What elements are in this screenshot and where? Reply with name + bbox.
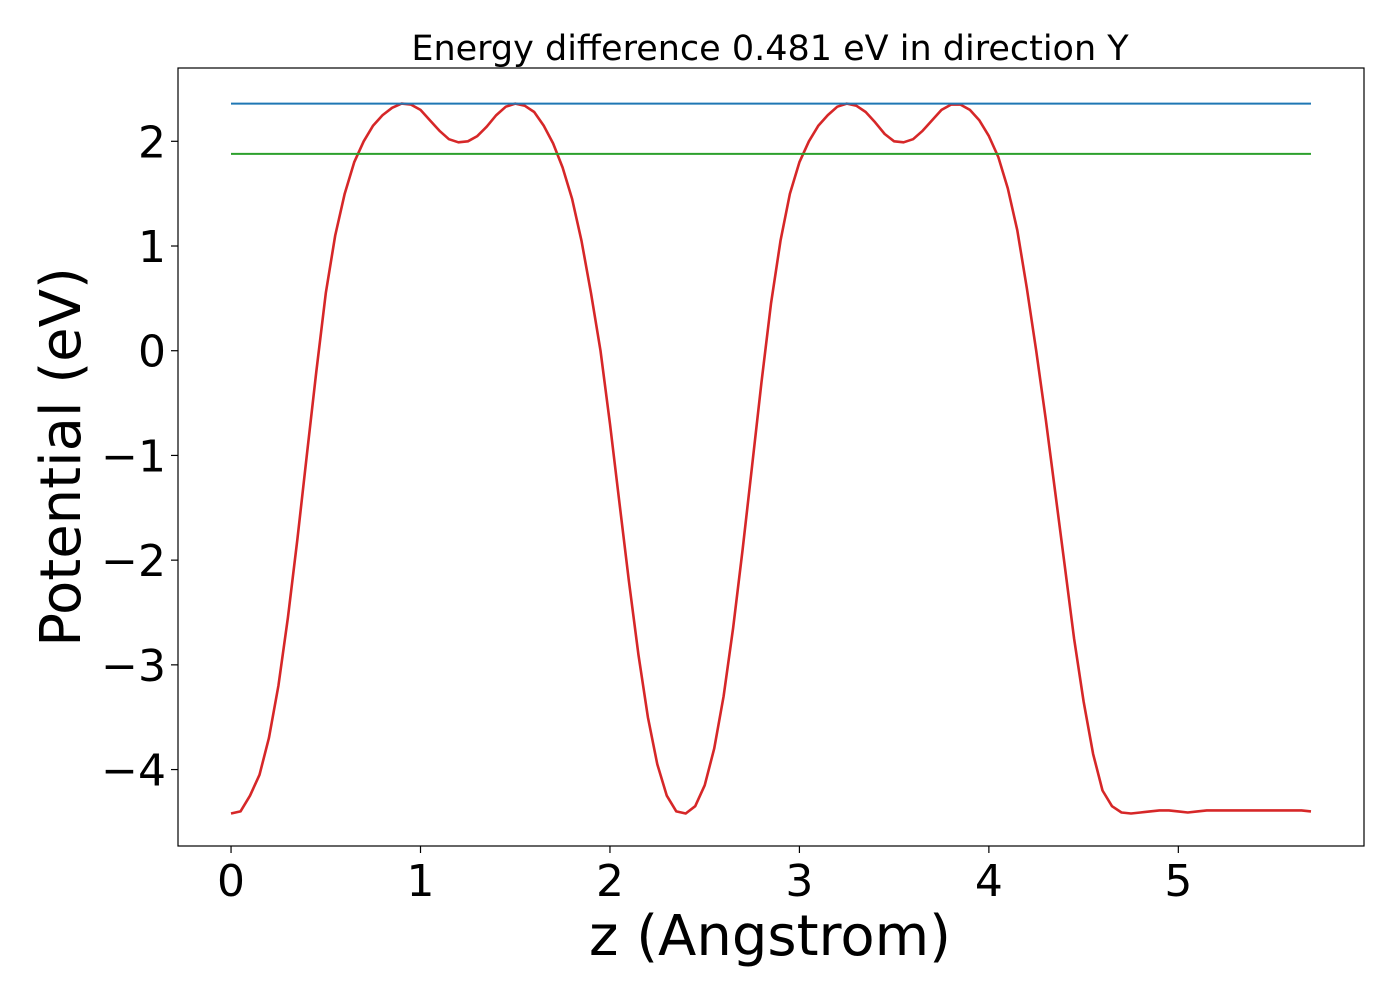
y-axis-ticks: −4 −3 −2 −1 0 1 2 — [101, 117, 178, 797]
plot-area — [177, 67, 1365, 847]
series-layer — [230, 102, 1312, 815]
y-tick-label: −3 — [101, 641, 166, 692]
x-tick-label: 4 — [975, 856, 1003, 907]
y-axis-title: Potential (eV) — [29, 267, 94, 647]
chart-title: Energy difference 0.481 eV in direction … — [411, 29, 1129, 69]
series-line-1 — [230, 102, 1312, 815]
x-tick-label: 1 — [407, 856, 435, 907]
x-tick-label: 3 — [785, 856, 813, 907]
x-axis-ticks: 0 1 2 3 4 5 — [217, 846, 1192, 907]
axes-frame — [177, 67, 1365, 847]
y-tick-label: −4 — [101, 746, 166, 797]
y-tick-label: −1 — [101, 431, 166, 482]
y-tick-label: 2 — [138, 117, 166, 168]
x-tick-label: 5 — [1164, 856, 1192, 907]
x-tick-label: 0 — [217, 856, 245, 907]
y-tick-label: −2 — [101, 536, 166, 587]
x-tick-label: 2 — [596, 856, 624, 907]
y-tick-label: 1 — [138, 222, 166, 273]
y-tick-label: 0 — [138, 327, 166, 378]
x-axis-title: z (Angstrom) — [589, 904, 951, 969]
